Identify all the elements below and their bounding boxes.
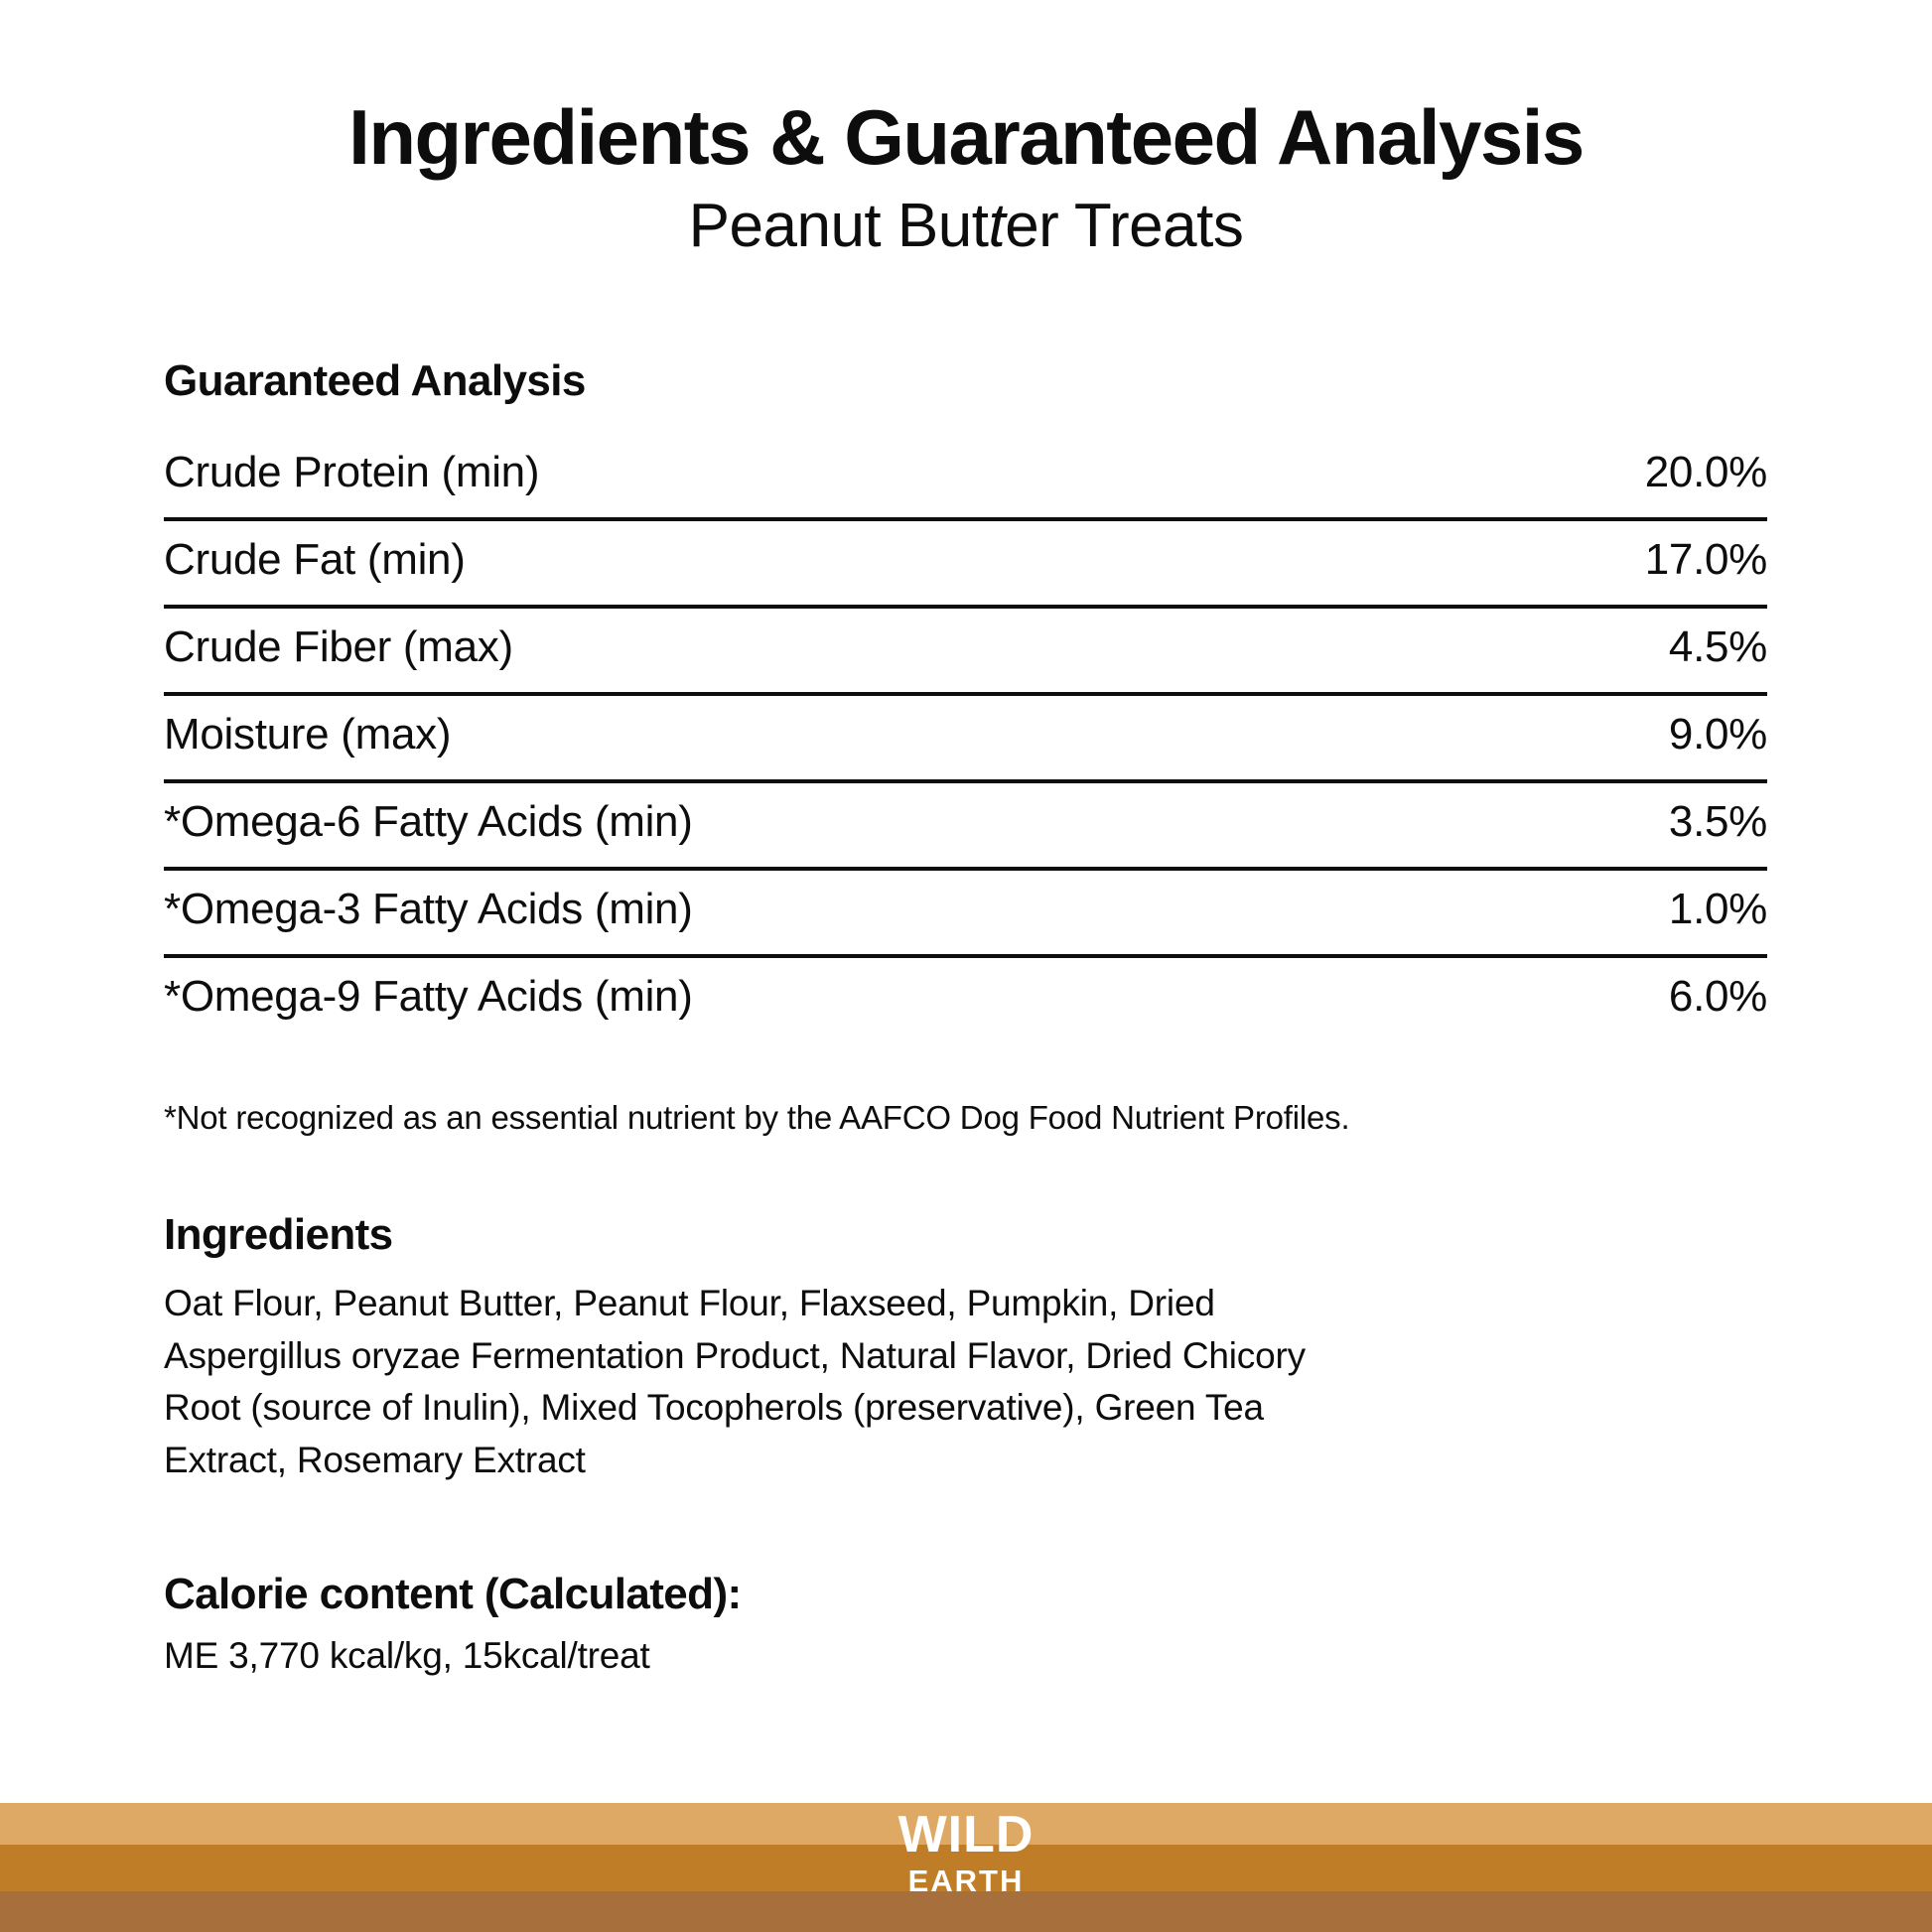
table-row: *Omega-3 Fatty Acids (min) 1.0% — [164, 869, 1767, 959]
table-row: *Omega-9 Fatty Acids (min) 6.0% — [164, 956, 1767, 1041]
guaranteed-analysis-table: Crude Protein (min) 20.0% Crude Fat (min… — [164, 434, 1767, 1041]
guaranteed-analysis-table-body: Crude Protein (min) 20.0% Crude Fat (min… — [164, 434, 1767, 1041]
nutrient-label: Crude Fat (min) — [164, 519, 1440, 610]
nutrient-label: *Omega-3 Fatty Acids (min) — [164, 869, 1440, 959]
table-row: Crude Fiber (max) 4.5% — [164, 607, 1767, 697]
nutrient-value: 20.0% — [1440, 434, 1767, 522]
page-title: Ingredients & Guaranteed Analysis — [348, 93, 1585, 181]
nutrient-value: 17.0% — [1440, 519, 1767, 610]
brand-wordmark-wild: WILD — [897, 1806, 1035, 1863]
product-subtitle: Peanut Butter Treats — [0, 191, 1932, 261]
nutrient-value: 9.0% — [1440, 694, 1767, 784]
calorie-content-heading: Calorie content (Calculated): — [164, 1570, 742, 1619]
table-row: Crude Protein (min) 20.0% — [164, 434, 1767, 522]
brand-wordmark-earth: EARTH — [907, 1863, 1025, 1898]
subtitle-text-start: Peanut But — [688, 191, 989, 260]
footer-band-brown — [0, 1891, 1932, 1932]
subtitle-text-end: er Treats — [1005, 191, 1244, 260]
table-row: *Omega-6 Fatty Acids (min) 3.5% — [164, 781, 1767, 872]
nutrient-value: 4.5% — [1440, 607, 1767, 697]
nutrient-value: 6.0% — [1668, 972, 1767, 1022]
table-row: Crude Fat (min) 17.0% — [164, 519, 1767, 610]
nutrient-value: 1.0% — [1440, 869, 1767, 959]
nutrient-value: 3.5% — [1440, 781, 1767, 872]
nutrient-label: Crude Protein (min) — [164, 434, 1440, 522]
wild-earth-logo: WILD EARTH — [0, 1809, 1932, 1896]
page-header: Ingredients & Guaranteed Analysis Peanut… — [0, 0, 1932, 261]
nutrient-label: Crude Fiber (max) — [164, 607, 1440, 697]
nutrient-label: *Omega-9 Fatty Acids (min) — [164, 972, 693, 1022]
brand-footer: WILD EARTH — [0, 1803, 1932, 1932]
guaranteed-analysis-footnote: *Not recognized as an essential nutrient… — [164, 1099, 1350, 1137]
table-row: Moisture (max) 9.0% — [164, 694, 1767, 784]
ingredients-list: Oat Flour, Peanut Butter, Peanut Flour, … — [164, 1283, 1306, 1480]
guaranteed-analysis-heading: Guaranteed Analysis — [164, 356, 586, 406]
nutrient-label: Moisture (max) — [164, 694, 1440, 784]
footer-band-orange — [0, 1845, 1932, 1891]
ingredients-heading: Ingredients — [164, 1210, 393, 1260]
footer-band-light — [0, 1803, 1932, 1845]
main-content: Guaranteed Analysis Crude Protein (min) … — [0, 261, 1932, 1932]
nutrient-label: *Omega-6 Fatty Acids (min) — [164, 781, 1440, 872]
subtitle-alt-t-glyph: t — [988, 191, 1006, 260]
calorie-content-value: ME 3,770 kcal/kg, 15kcal/treat — [164, 1635, 650, 1677]
